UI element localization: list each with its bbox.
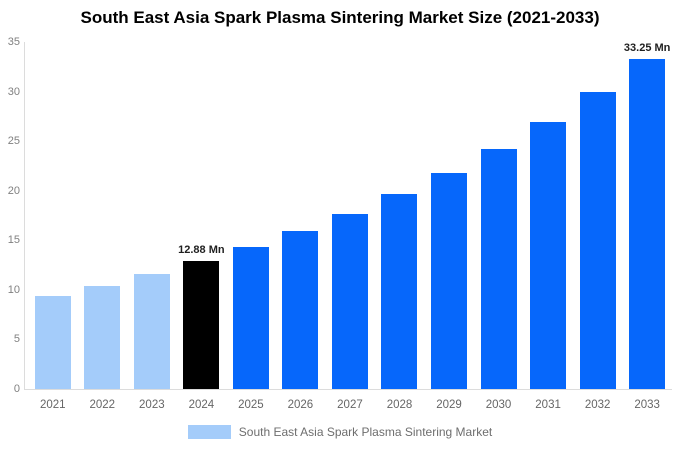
x-category-label: 2022 <box>89 399 116 411</box>
x-category-label: 2029 <box>436 399 462 411</box>
y-tick-label: 35 <box>7 36 20 48</box>
legend[interactable]: South East Asia Spark Plasma Sintering M… <box>0 425 680 439</box>
x-category-label: 2026 <box>287 399 314 411</box>
bar-slot-2030: 2030 <box>474 42 524 411</box>
bar-2022[interactable] <box>84 285 121 389</box>
bar-slot-2021: 2021 <box>28 42 78 411</box>
bar-slot-2023: 2023 <box>127 42 177 411</box>
x-category-label: 2025 <box>238 399 264 411</box>
x-category-label: 2023 <box>139 399 165 411</box>
y-tick-label: 10 <box>7 283 20 296</box>
bar-slot-2028: 2028 <box>375 42 425 411</box>
x-category-label: 2031 <box>535 399 561 411</box>
y-tick-label: 15 <box>7 234 20 247</box>
x-category-label: 2024 <box>188 399 215 411</box>
x-category-label: 2028 <box>386 399 413 411</box>
bar-slot-2032: 2032 <box>573 42 623 411</box>
bar-2033[interactable] <box>629 59 666 389</box>
bar-2032[interactable] <box>579 92 616 389</box>
bar-2021[interactable] <box>34 295 71 389</box>
y-axis-line <box>24 42 25 389</box>
bar-2027[interactable] <box>331 213 368 389</box>
bar-value-label: 33.25 Mn <box>623 42 671 55</box>
bar-slot-2025: 2025 <box>226 42 276 411</box>
y-tick-label: 0 <box>13 383 20 395</box>
y-tick-label: 25 <box>7 135 20 148</box>
x-category-label: 2027 <box>337 399 363 411</box>
bar-slot-2027: 2027 <box>325 42 375 411</box>
bar-2028[interactable] <box>381 194 418 389</box>
y-tick-label: 30 <box>7 85 20 98</box>
bar-2029[interactable] <box>431 172 468 389</box>
bar-slot-2024: 12.88 Mn 2024 <box>177 42 227 411</box>
bar-slot-2029: 2029 <box>424 42 474 411</box>
bars-container: 2021 2022 2023 12.88 Mn 2024 2025 2026 2027 2028… <box>28 42 672 411</box>
y-tick-label: 5 <box>13 333 20 346</box>
x-category-label: 2032 <box>584 399 611 411</box>
bar-2031[interactable] <box>530 122 567 389</box>
x-category-label: 2033 <box>634 399 660 411</box>
bar-2024[interactable] <box>183 261 220 389</box>
legend-swatch[interactable] <box>187 425 231 439</box>
bar-slot-2022: 2022 <box>78 42 128 411</box>
bar-slot-2026: 2026 <box>276 42 326 411</box>
bar-slot-2033: 33.25 Mn 2033 <box>622 42 672 411</box>
bar-value-label: 12.88 Mn <box>178 244 225 257</box>
bar-2030[interactable] <box>480 148 517 389</box>
y-tick-label: 20 <box>7 184 20 197</box>
chart-title: South East Asia Spark Plasma Sintering M… <box>80 8 600 27</box>
x-category-label: 2021 <box>39 399 66 411</box>
x-axis-line <box>24 389 672 390</box>
legend-label: South East Asia Spark Plasma Sintering M… <box>238 425 493 439</box>
bar-slot-2031: 2031 <box>523 42 573 411</box>
bar-2025[interactable] <box>232 247 269 389</box>
bar-2023[interactable] <box>133 274 170 389</box>
bar-2026[interactable] <box>282 231 319 389</box>
x-category-label: 2030 <box>485 399 512 411</box>
